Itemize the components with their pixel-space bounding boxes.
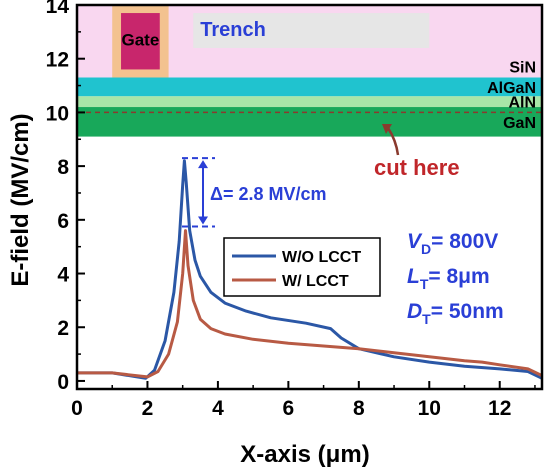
legend-box [223,237,381,297]
y-tick-label: 0 [57,371,69,394]
y-tick-label: 10 [46,102,69,125]
layer-label-aln: AlN [508,95,536,112]
x-tick-label: 0 [71,397,83,420]
gate-label: Gate [122,30,160,49]
plot-frame [75,3,544,391]
x-tick-label: 10 [418,397,441,420]
x-axis-label: X-axis (μm) [240,441,369,468]
x-tick-label: 2 [142,397,154,420]
y-tick-label: 2 [57,317,69,340]
plot-curves [77,159,543,380]
plot-annotations: Δ= 2.8 MV/cm cut here W/O LCCT W/ LCCT VD= 8… [182,124,504,327]
delta-arrow-head-up [198,160,208,169]
cut-arrow-shaft [386,127,400,156]
param-label: DT= 50nm [407,300,504,327]
layer-algan [77,77,542,97]
series-line-w-lcct [77,229,543,379]
y-tick-label: 12 [46,49,69,72]
series-line-wo-lcct [77,159,543,380]
delta-label: Δ= 2.8 MV/cm [210,184,327,204]
cut-here-label: cut here [374,155,460,180]
y-axis-label: E-field (MV/cm) [7,113,34,286]
x-tick-label: 8 [353,397,365,420]
layer-gan [77,107,542,137]
x-tick-label: 6 [283,397,295,420]
layer-label-gan: GaN [503,115,536,132]
param-label: VD= 800V [407,230,498,257]
trench-region [193,13,430,48]
legend-entry: W/ LCCT [282,273,349,290]
layer-label-algan: AlGaN [487,80,536,97]
plot-axes: 0 2 4 6 8 10 12 0 2 4 6 8 10 12 14 [46,0,544,420]
y-tick-label: 8 [57,156,69,179]
legend-entry: W/O LCCT [282,249,361,266]
cut-arrow-head [382,124,392,134]
x-tick-label: 12 [488,397,511,420]
y-tick-label: 4 [57,264,69,287]
y-tick-label: 14 [46,0,70,18]
y-tick-label: 6 [57,210,69,233]
delta-arrow-head-down [198,216,208,225]
gate-metal [121,13,160,70]
layer-aln [77,96,542,108]
layer-label-sin: SiN [509,60,536,77]
trench-label: Trench [200,19,266,41]
param-label: LT= 8μm [407,265,490,292]
x-tick-label: 4 [212,397,224,420]
